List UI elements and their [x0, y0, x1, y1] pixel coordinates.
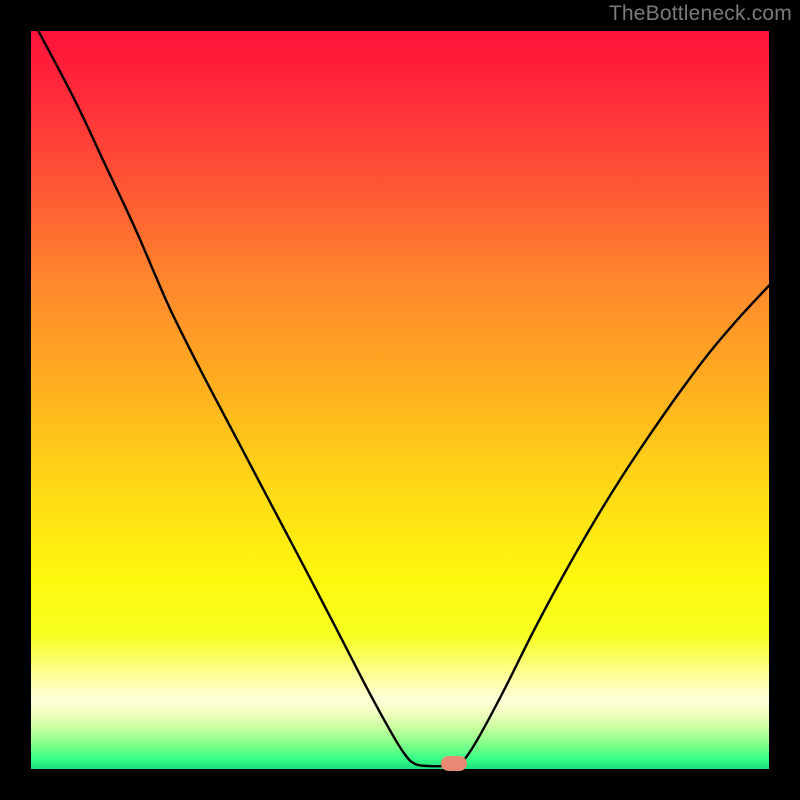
- watermark-text: TheBottleneck.com: [609, 2, 792, 26]
- bottleneck-curve: [31, 31, 769, 769]
- plot-area: [31, 31, 769, 769]
- optimal-point-marker: [441, 756, 467, 771]
